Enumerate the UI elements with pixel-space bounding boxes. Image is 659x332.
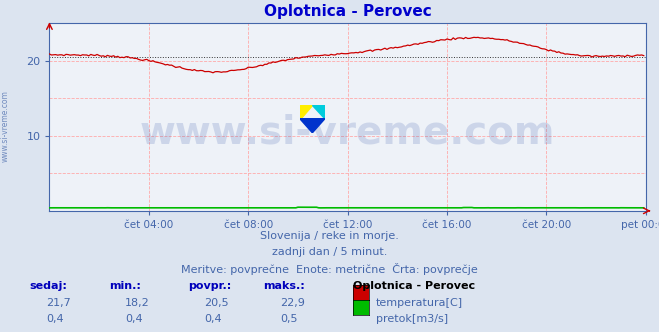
- Text: Slovenija / reke in morje.: Slovenija / reke in morje.: [260, 231, 399, 241]
- Text: sedaj:: sedaj:: [30, 281, 67, 290]
- Text: 20,5: 20,5: [204, 298, 229, 308]
- Text: Meritve: povprečne  Enote: metrične  Črta: povprečje: Meritve: povprečne Enote: metrične Črta:…: [181, 263, 478, 275]
- Text: maks.:: maks.:: [264, 281, 305, 290]
- Text: povpr.:: povpr.:: [188, 281, 231, 290]
- Polygon shape: [300, 105, 312, 119]
- Text: pretok[m3/s]: pretok[m3/s]: [376, 314, 447, 324]
- Polygon shape: [300, 119, 325, 133]
- Text: www.si-vreme.com: www.si-vreme.com: [140, 113, 556, 151]
- Text: 18,2: 18,2: [125, 298, 150, 308]
- Text: min.:: min.:: [109, 281, 140, 290]
- Text: www.si-vreme.com: www.si-vreme.com: [1, 90, 10, 162]
- Text: temperatura[C]: temperatura[C]: [376, 298, 463, 308]
- Text: Oplotnica - Perovec: Oplotnica - Perovec: [353, 281, 474, 290]
- Text: 0,5: 0,5: [280, 314, 298, 324]
- Text: 22,9: 22,9: [280, 298, 305, 308]
- Text: zadnji dan / 5 minut.: zadnji dan / 5 minut.: [272, 247, 387, 257]
- Polygon shape: [312, 105, 325, 119]
- Title: Oplotnica - Perovec: Oplotnica - Perovec: [264, 4, 432, 19]
- Text: 0,4: 0,4: [46, 314, 64, 324]
- Text: 0,4: 0,4: [204, 314, 222, 324]
- Text: 21,7: 21,7: [46, 298, 71, 308]
- Text: 0,4: 0,4: [125, 314, 143, 324]
